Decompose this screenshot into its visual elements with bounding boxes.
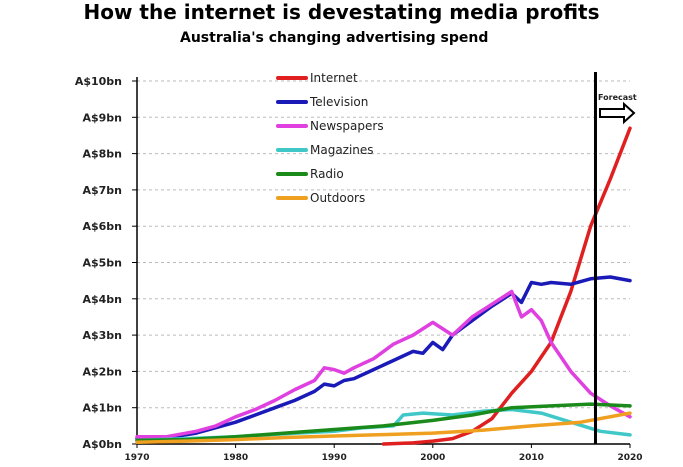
y-tick-label: A$4bn	[82, 293, 122, 306]
series-line-outdoors	[135, 411, 632, 444]
y-tick-label: A$1bn	[82, 402, 122, 415]
forecast-marker: Forecast	[593, 72, 637, 444]
y-tick-label: A$9bn	[82, 111, 122, 124]
legend: Internet Television Newspapers Magazines Rad…	[276, 71, 384, 205]
series-lines	[135, 126, 632, 446]
chart-subtitle: Australia's changing advertising spend	[180, 30, 489, 46]
y-tick-label: A$7bn	[82, 184, 122, 197]
legend-label-magazines: Magazines	[310, 143, 374, 157]
y-tick-label: A$5bn	[82, 257, 122, 270]
y-tick-labels: A$0bn A$1bn A$2bn A$3bn A$4bn A$5bn A$6bn A$7bn…	[75, 75, 122, 451]
legend-label-newspapers: Newspapers	[310, 119, 384, 133]
legend-label-television: Television	[309, 95, 368, 109]
y-tick-label: A$0bn	[82, 438, 122, 451]
x-tick-label: 2010	[519, 453, 544, 463]
y-tick-label: A$10bn	[75, 75, 122, 88]
x-tick-label: 1980	[223, 453, 248, 463]
legend-label-internet: Internet	[310, 71, 358, 85]
forecast-arrow-icon	[599, 101, 636, 125]
forecast-label: Forecast	[598, 93, 637, 102]
y-tick-label: A$2bn	[82, 365, 122, 378]
legend-label-outdoors: Outdoors	[310, 191, 365, 205]
x-tick-label: 1990	[322, 453, 347, 463]
legend-label-radio: Radio	[310, 167, 344, 181]
x-tick-labels: 1970 1980 1990 2000 2010 2020	[124, 453, 642, 463]
chart-title: How the internet is devestating media pr…	[83, 0, 600, 24]
x-tick-label: 2000	[420, 453, 445, 463]
series-line-newspapers	[135, 289, 632, 439]
y-tick-label: A$8bn	[82, 148, 122, 161]
x-tick-label: 2020	[617, 453, 642, 463]
x-tick-label: 1970	[124, 453, 149, 463]
y-tick-label: A$3bn	[82, 329, 122, 342]
series-line-internet	[381, 126, 632, 446]
y-tick-label: A$6bn	[82, 220, 122, 233]
series-line-radio	[135, 402, 632, 443]
series-line-television	[135, 275, 632, 441]
